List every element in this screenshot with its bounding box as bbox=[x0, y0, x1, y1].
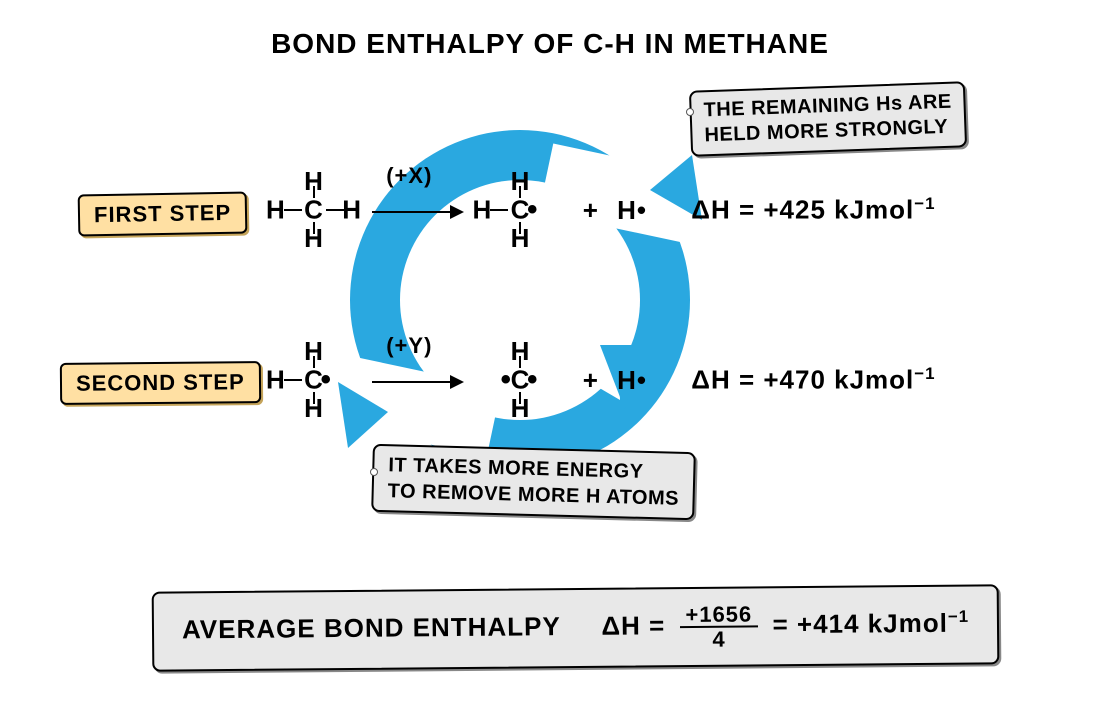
dh-2: ΔH = +470 kJmol−1 bbox=[691, 364, 935, 396]
ch3-radical: H H C • H bbox=[480, 170, 560, 250]
callout-mid: IT TAKES MORE ENERGY TO REMOVE MORE H AT… bbox=[371, 444, 696, 520]
callout-pin-mid bbox=[370, 468, 378, 476]
ch2-diradical: H • C • H bbox=[480, 340, 560, 420]
plus-2: + bbox=[583, 365, 599, 396]
reaction-1-arrow-label: (+X) bbox=[386, 163, 432, 189]
avg-result: = +414 kJmol−1 bbox=[772, 608, 969, 640]
avg-label: AVERAGE BOND ENTHALPY bbox=[182, 611, 561, 644]
page-title: BOND ENTHALPY OF C-H IN METHANE bbox=[0, 28, 1100, 60]
reaction-1-arrow bbox=[372, 211, 462, 213]
reaction-2-arrow bbox=[372, 381, 462, 383]
plus-1: + bbox=[583, 195, 599, 226]
ch4-molecule: H H C H H bbox=[274, 170, 354, 250]
reaction-1: H H C H H (+X) H H C • H + H• ΔH = +425 bbox=[270, 170, 936, 250]
callout-top: THE REMAINING Hs ARE HELD MORE STRONGLY bbox=[689, 81, 967, 157]
h-radical-1: H• bbox=[617, 195, 647, 226]
ch3-radical-reactant: H H C • H bbox=[274, 340, 354, 420]
callout-pin-top bbox=[686, 108, 694, 116]
avg-bond-enthalpy-box: AVERAGE BOND ENTHALPY ΔH = +1656 4 = +41… bbox=[152, 584, 1000, 672]
avg-delta: ΔH = bbox=[601, 610, 665, 641]
reaction-2: H H C • H (+Y) H • C • H + H• ΔH = +470 … bbox=[270, 340, 936, 420]
second-step-label: SECOND STEP bbox=[60, 361, 261, 405]
dh-1: ΔH = +425 kJmol−1 bbox=[691, 194, 935, 226]
first-step-label: FIRST STEP bbox=[78, 192, 248, 237]
accent-ring bbox=[320, 100, 720, 500]
reaction-2-arrow-label: (+Y) bbox=[386, 333, 432, 359]
h-radical-2: H• bbox=[617, 365, 647, 396]
avg-fraction: +1656 4 bbox=[679, 602, 758, 651]
